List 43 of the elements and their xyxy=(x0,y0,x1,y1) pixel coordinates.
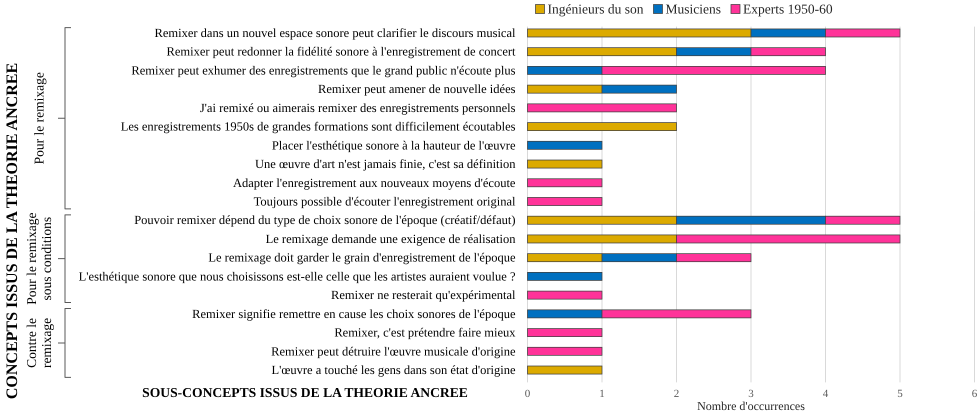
y-tick-label: Remixer ne resterait qu'expérimental xyxy=(331,288,516,302)
y-tick-label: L'esthétique sonore que nous choisissons est-elle celle que les artistes auraient voulue ? xyxy=(78,269,516,284)
y-tick-label: J'ai remixé ou aimerais remixer des enregistrements personnels xyxy=(200,100,516,115)
x-tick-label: 5 xyxy=(897,388,904,400)
x-tick-label: 0 xyxy=(524,388,531,400)
legend-label: Musiciens xyxy=(665,2,721,17)
bar xyxy=(527,140,602,150)
x-tick-label: 1 xyxy=(599,388,605,400)
y-tick-label: Remixer signifie remettre en cause les choix sonores de l'époque xyxy=(192,306,516,321)
bar xyxy=(527,122,677,131)
y-tick-label: Pouvoir remixer dépend du type de choix sonore de l'époque (créatif/défaut) xyxy=(134,213,516,228)
y-tick-label: Le remixage demande une exigence de réalisation xyxy=(266,232,516,246)
y-tick-label: Le remixage doit garder le grain d'enregistrement de l'époque xyxy=(208,250,516,265)
y-tick-label: L'œuvre a touché les gens dans son état d'origine xyxy=(271,363,516,378)
y-tick-label: Remixer peut détruire l'œuvre musicale d'origine xyxy=(271,344,516,358)
bar xyxy=(527,290,602,300)
y-tick-label: Remixer, c'est prétendre faire mieux xyxy=(334,326,516,340)
x-tick-label: 2 xyxy=(674,388,680,400)
y-tick-label: Une œuvre d'art n'est jamais finie, c'est sa définition xyxy=(255,157,516,172)
y-tick-label: Placer l'esthétique sonore à la hauteur de l'œuvre xyxy=(272,138,516,152)
y-tick-label: Remixer peut amener de nouvelle idées xyxy=(318,82,516,96)
bar xyxy=(527,178,602,188)
y-tick-label: Les enregistrements 1950s de grandes formations sont difficilement écoutables xyxy=(120,120,516,134)
legend-label: Ingénieurs du son xyxy=(548,2,644,17)
y-tick-label: Toujours possible d'écouter l'enregistrement original xyxy=(254,194,516,208)
text: SOUS-CONCEPTS ISSUS DE LA THEORIE ANCREE xyxy=(142,385,468,400)
bar xyxy=(527,197,602,206)
text: Pour le remixage xyxy=(32,72,47,164)
text: Contre le remixage xyxy=(24,318,54,368)
bar xyxy=(527,160,602,168)
x-tick-label: 6 xyxy=(972,388,978,400)
text: Pour le remixage sous conditions xyxy=(24,212,54,305)
y-tick-label: Adapter l'enregistrement aux nouveaux moyens d'écoute xyxy=(232,176,516,190)
y-tick-label: Remixer peut exhumer des enregistrements que le grand public n'écoute plus xyxy=(131,63,516,78)
bar xyxy=(527,272,602,281)
y-tick-label: Remixer dans un nouvel espace sonore peut clarifier le discours musical xyxy=(154,26,516,40)
y-tick-label: Remixer peut redonner la fidélité sonore à l'enregistrement de concert xyxy=(166,44,516,59)
x-tick-label: 4 xyxy=(822,388,829,400)
text: CONCEPTS ISSUS DE LA THEORIE ANCREE xyxy=(4,62,21,400)
legend-label: Experts 1950-60 xyxy=(742,2,833,17)
x-axis-title: Nombre d'occurrences xyxy=(697,399,806,413)
x-tick-label: 3 xyxy=(748,388,754,400)
bar xyxy=(527,103,677,112)
